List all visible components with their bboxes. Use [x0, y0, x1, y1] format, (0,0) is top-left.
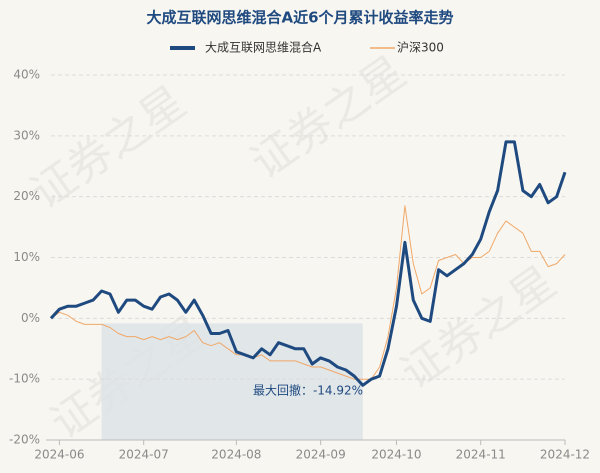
annotation: 最大回撤：-14.92% — [253, 383, 363, 398]
watermark: 证券之星 — [392, 257, 565, 400]
legend-label: 沪深300 — [397, 41, 444, 55]
y-tick-label: 20% — [13, 189, 40, 203]
x-tick-label: 2024-12 — [540, 448, 590, 462]
y-tick-label: 0% — [21, 311, 40, 325]
watermark: 证券之星 — [242, 47, 415, 190]
y-tick-label: 30% — [13, 128, 40, 142]
chart-title: 大成互联网思维混合A近6个月累计收益率走势 — [146, 9, 453, 27]
x-tick-label: 2024-07 — [119, 448, 169, 462]
x-tick-label: 2024-10 — [371, 448, 421, 462]
x-tick-label: 2024-08 — [211, 448, 261, 462]
y-tick-label: -20% — [9, 433, 40, 447]
x-tick-label: 2024-09 — [296, 448, 346, 462]
series-line — [49, 140, 567, 387]
y-tick-label: 10% — [13, 250, 40, 264]
series-line — [50, 205, 566, 380]
x-tick-label: 2024-06 — [34, 448, 84, 462]
legend-label: 大成互联网思维混合A — [205, 40, 322, 55]
watermark: 证券之星 — [22, 77, 195, 220]
x-tick-label: 2024-11 — [456, 448, 506, 462]
y-tick-label: -10% — [9, 372, 40, 386]
y-tick-label: 40% — [13, 68, 40, 82]
